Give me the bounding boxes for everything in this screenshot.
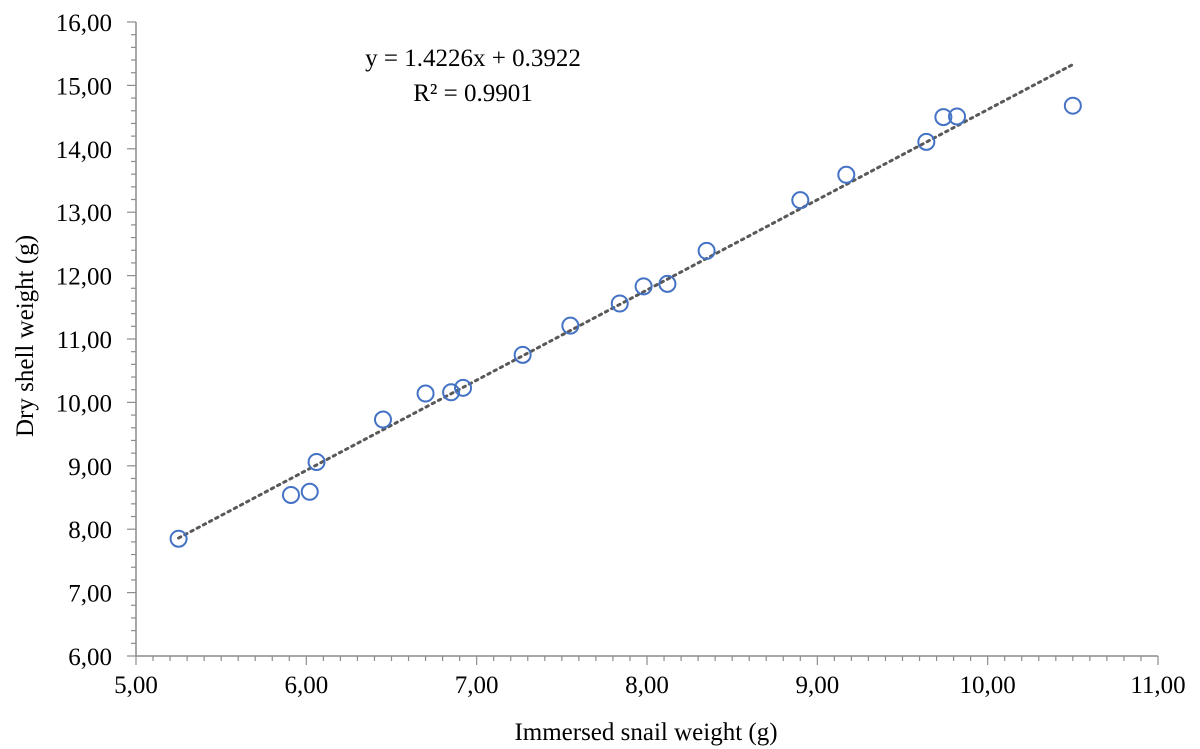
x-tick-label: 8,00 bbox=[625, 672, 669, 699]
data-point bbox=[1063, 96, 1082, 115]
data-point bbox=[837, 165, 856, 184]
data-point bbox=[948, 107, 967, 126]
x-tick-label: 5,00 bbox=[114, 672, 158, 699]
x-axis-title: Immersed snail weight (g) bbox=[514, 719, 777, 746]
data-point bbox=[300, 482, 319, 501]
data-point bbox=[658, 274, 677, 293]
data-point bbox=[307, 452, 326, 471]
data-point bbox=[513, 345, 532, 364]
x-tick-label: 11,00 bbox=[1130, 672, 1185, 699]
y-tick-label: 15,00 bbox=[56, 73, 112, 100]
data-point bbox=[791, 191, 810, 210]
y-tick-label: 11,00 bbox=[57, 327, 112, 354]
data-point bbox=[454, 378, 473, 397]
trendline bbox=[177, 63, 1075, 540]
data-point bbox=[934, 108, 953, 127]
data-point bbox=[416, 384, 435, 403]
x-tick-label: 10,00 bbox=[960, 672, 1016, 699]
axes bbox=[135, 22, 1158, 657]
y-tick-label: 12,00 bbox=[56, 264, 112, 291]
y-tick-label: 7,00 bbox=[68, 581, 112, 608]
data-point bbox=[442, 383, 461, 402]
trendline-equation: y = 1.4226x + 0.3922 bbox=[365, 45, 581, 72]
data-point bbox=[169, 529, 188, 548]
data-point bbox=[282, 485, 301, 504]
y-tick-label: 9,00 bbox=[68, 454, 112, 481]
y-axis-title: Dry shell weight (g) bbox=[12, 235, 39, 437]
data-point bbox=[917, 132, 936, 151]
x-tick-label: 9,00 bbox=[795, 672, 839, 699]
y-tick-label: 13,00 bbox=[56, 200, 112, 227]
y-tick-label: 6,00 bbox=[68, 644, 112, 671]
tick-labels: 5,00 6,00 7,00 8,00 9,00 10,00 11,006,007,008,… bbox=[56, 10, 1186, 699]
data-point bbox=[634, 277, 653, 296]
data-point bbox=[561, 316, 580, 335]
y-tick-label: 16,00 bbox=[56, 10, 112, 37]
trendline-r2: R² = 0.9901 bbox=[413, 80, 533, 107]
y-tick-label: 14,00 bbox=[56, 137, 112, 164]
ticks bbox=[127, 21, 1159, 665]
y-tick-label: 10,00 bbox=[56, 390, 112, 417]
x-tick-label: 6,00 bbox=[284, 672, 328, 699]
data-points bbox=[169, 96, 1082, 548]
data-point bbox=[373, 410, 392, 429]
data-point bbox=[697, 241, 716, 260]
x-tick-label: 7,00 bbox=[455, 672, 499, 699]
y-tick-label: 8,00 bbox=[68, 517, 112, 544]
data-point bbox=[610, 294, 629, 313]
